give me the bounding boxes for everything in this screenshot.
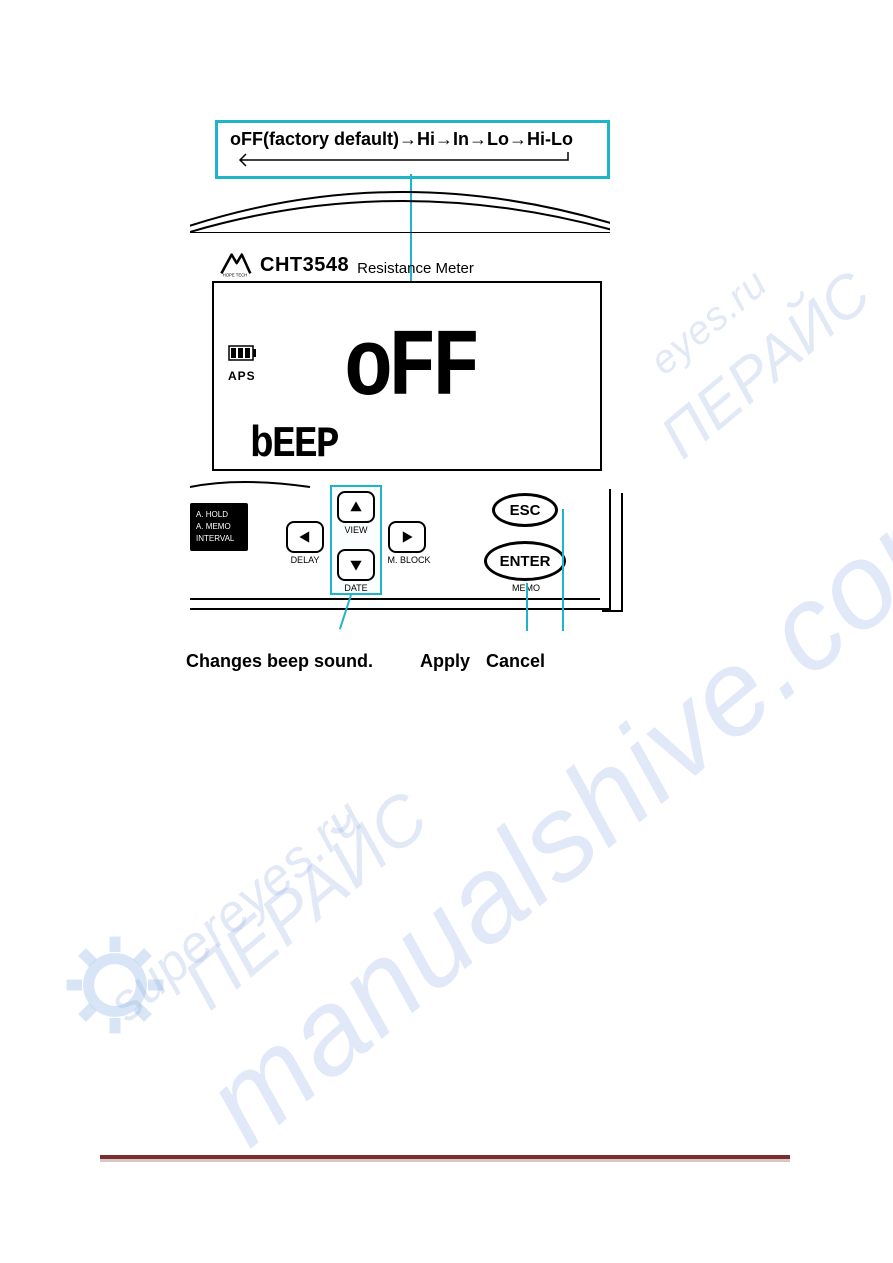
device-model: CHT3548	[260, 254, 349, 277]
side-line3: INTERVAL	[196, 533, 246, 545]
view-label: VIEW	[341, 525, 371, 535]
beep-cycle-text: oFF(factory default)→Hi→In→Lo→Hi-Lo	[230, 129, 595, 150]
triangle-right-icon	[400, 530, 414, 544]
watermark-cyr2: ПЕРАЙС	[647, 257, 884, 471]
gear-watermark-icon	[60, 930, 170, 1040]
callout-enter	[526, 583, 528, 631]
svg-text:HOPE TECH: HOPE TECH	[223, 273, 248, 277]
beep-cycle-box: oFF(factory default)→Hi→In→Lo→Hi-Lo	[215, 120, 610, 179]
device-subtitle: Resistance Meter	[357, 260, 474, 277]
device-body: HOPE TECH CHT3548 Resistance Meter APS o…	[190, 185, 610, 681]
side-label-panel: A. HOLD A. MEMO INTERVAL	[190, 503, 248, 551]
mblock-label: M. BLOCK	[386, 555, 432, 565]
aps-indicator: APS	[228, 369, 256, 383]
battery-icon	[228, 345, 258, 361]
lcd-sub-readout: bEEP	[250, 423, 338, 467]
watermark-eyes: eyes.ru	[642, 261, 777, 384]
down-button[interactable]	[337, 549, 375, 581]
up-button[interactable]	[337, 491, 375, 523]
manual-page: manualshive.com supereyes.ru ПЕРАЙС eyes…	[0, 0, 893, 1263]
side-line2: A. MEMO	[196, 521, 246, 533]
esc-button[interactable]: ESC	[492, 493, 558, 527]
footer-rule	[100, 1155, 790, 1159]
watermark-cyr: ПЕРАЙС	[168, 776, 443, 1025]
triangle-left-icon	[298, 530, 312, 544]
device-figure: oFF(factory default)→Hi→In→Lo→Hi-Lo	[190, 120, 650, 681]
triangle-down-icon	[349, 558, 363, 572]
watermark-supereyes: supereyes.ru	[97, 787, 375, 1034]
lcd-screen: APS oFF bEEP	[212, 281, 602, 471]
date-label: DATE	[341, 583, 371, 593]
hopetech-logo-icon: HOPE TECH	[218, 251, 252, 277]
caption-cancel: Cancel	[486, 651, 545, 672]
button-panel: A. HOLD A. MEMO INTERVAL VIEW DATE	[190, 479, 630, 639]
enter-button[interactable]: ENTER	[484, 541, 566, 581]
callout-esc	[562, 509, 564, 631]
device-top-edge	[190, 185, 610, 233]
left-button[interactable]	[286, 521, 324, 553]
caption-row: Changes beep sound. Apply Cancel	[190, 651, 610, 681]
device-header: HOPE TECH CHT3548 Resistance Meter	[218, 251, 610, 277]
caption-apply: Apply	[420, 651, 470, 672]
caption-changes: Changes beep sound.	[186, 651, 373, 672]
right-button[interactable]	[388, 521, 426, 553]
cycle-return-arrow	[230, 152, 595, 166]
triangle-up-icon	[349, 500, 363, 514]
lcd-main-readout: oFF	[344, 321, 476, 417]
side-line1: A. HOLD	[196, 509, 246, 521]
delay-label: DELAY	[288, 555, 322, 565]
